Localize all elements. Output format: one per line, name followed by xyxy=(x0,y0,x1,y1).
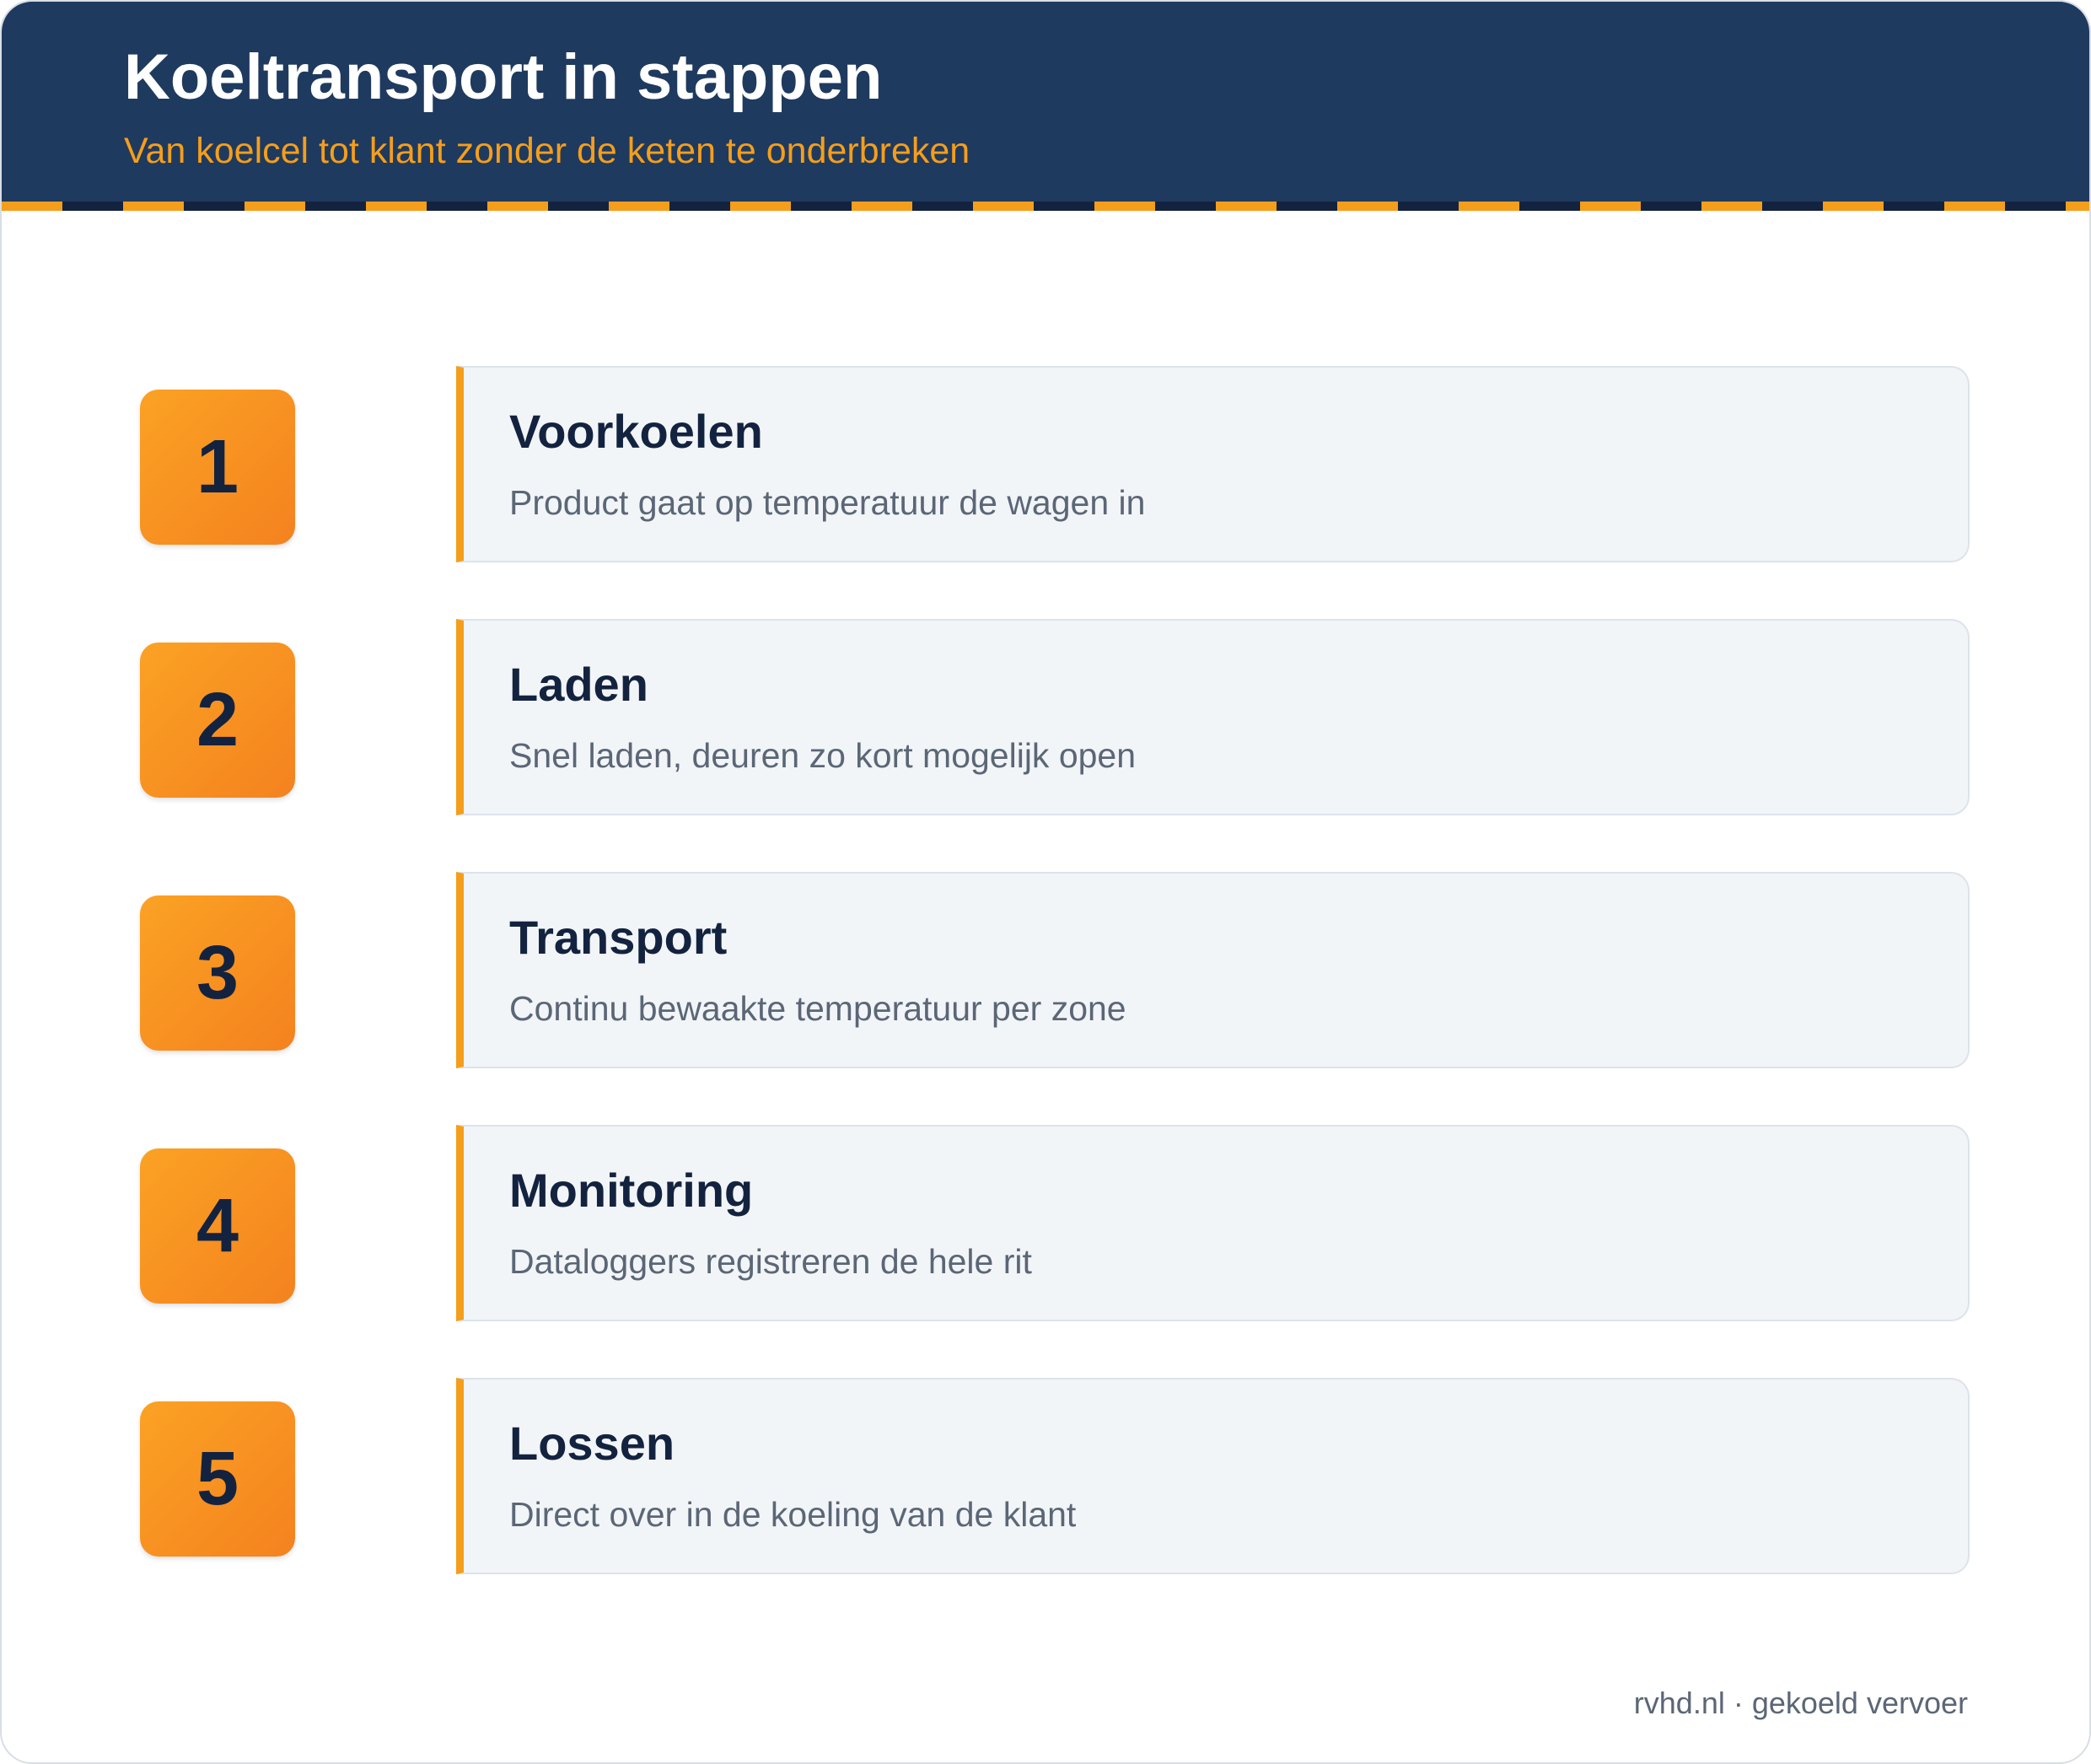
step-card: Lossen Direct over in de koeling van de k… xyxy=(456,1378,1970,1574)
step-number: 4 xyxy=(140,1148,295,1304)
step-title: Laden xyxy=(509,658,648,711)
step-number: 2 xyxy=(140,643,295,798)
step-card: Laden Snel laden, deuren zo kort mogelijk… xyxy=(456,619,1970,815)
header: Koeltransport in stappen Van koelcel tot… xyxy=(2,2,2089,202)
step-description: Snel laden, deuren zo kort mogelijk open xyxy=(509,736,1137,775)
step-title: Lossen xyxy=(509,1417,675,1470)
title: Koeltransport in stappen xyxy=(124,41,883,113)
step-title: Voorkoelen xyxy=(509,405,763,458)
step-number: 1 xyxy=(140,390,295,545)
step-card: Transport Continu bewaakte temperatuur pe… xyxy=(456,872,1970,1068)
step-title: Transport xyxy=(509,911,728,964)
step-number: 3 xyxy=(140,895,295,1051)
step-description: Direct over in de koeling van de klant xyxy=(509,1495,1077,1534)
step-description: Dataloggers registreren de hele rit xyxy=(509,1242,1032,1281)
step-description: Product gaat op temperatuur de wagen in xyxy=(509,483,1146,522)
step-description: Continu bewaakte temperatuur per zone xyxy=(509,989,1126,1028)
step-number: 5 xyxy=(140,1401,295,1557)
subtitle: Van koelcel tot klant zonder de keten te… xyxy=(124,131,970,171)
stripe xyxy=(2,202,2089,211)
step-card: Voorkoelen Product gaat op temperatuur de… xyxy=(456,366,1970,562)
step-title: Monitoring xyxy=(509,1164,754,1217)
footer: rvhd.nl · gekoeld vervoer xyxy=(1633,1686,1968,1720)
step-card: Monitoring Dataloggers registreren de hel… xyxy=(456,1125,1970,1321)
